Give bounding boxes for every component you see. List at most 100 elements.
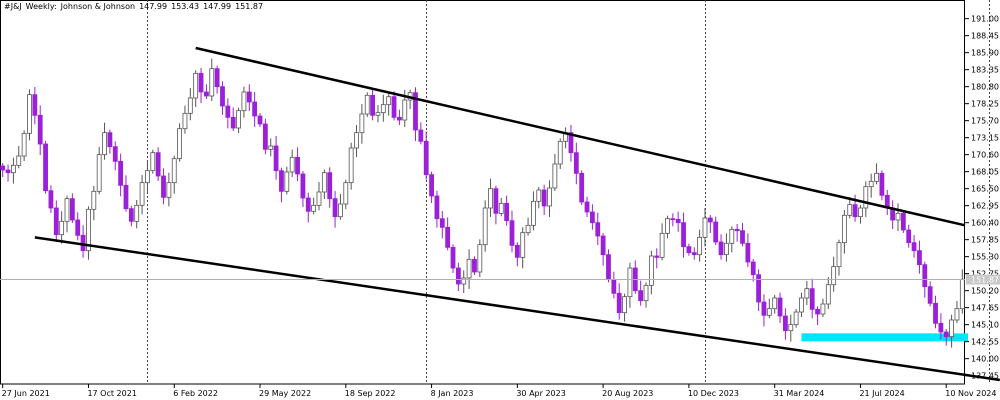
x-tick-label: 10 Dec 2023 — [688, 389, 739, 398]
candle-bear — [0, 165, 6, 171]
candle-bear — [745, 242, 751, 263]
candle-bear — [397, 116, 402, 121]
candle-bull — [547, 187, 552, 207]
x-tick-label: 6 Feb 2022 — [173, 389, 218, 398]
candle-bull — [402, 99, 408, 121]
candle-bear — [573, 152, 579, 174]
candle-bear — [450, 246, 456, 269]
candle-bull — [799, 297, 804, 313]
y-tick-label: 150.20 — [971, 287, 999, 296]
candle-bear — [128, 208, 134, 222]
candle-bull — [21, 132, 27, 157]
candle-bear — [370, 94, 375, 116]
candle-bear — [198, 72, 204, 93]
candle-bear — [686, 246, 692, 254]
candle-bull — [825, 284, 831, 305]
candle-bear — [439, 218, 445, 228]
y-tick-label: 175.70 — [971, 117, 999, 126]
candle-bull — [354, 132, 359, 149]
candle-bear — [455, 267, 461, 285]
candle-bear — [204, 91, 209, 97]
candle-bull — [659, 232, 665, 258]
candle-bull — [193, 72, 199, 99]
candle-bear — [155, 152, 161, 177]
candle-bull — [150, 152, 156, 172]
candle-bull — [466, 258, 472, 279]
candle-bear — [118, 160, 124, 186]
candle-bull — [863, 186, 869, 209]
candle-bull — [177, 128, 182, 160]
candle-bull — [874, 172, 879, 182]
current-price-label-bg — [966, 274, 1000, 285]
candle-bear — [48, 190, 54, 209]
candle-bear — [472, 258, 477, 273]
candle-bear — [423, 140, 429, 176]
candle-bull — [724, 242, 729, 256]
x-tick-label: 29 May 2022 — [259, 389, 311, 398]
ohlc-low: 147.99 — [203, 2, 232, 11]
candle-bear — [123, 184, 129, 210]
y-tick-label: 180.80 — [971, 83, 999, 92]
candle-bull — [477, 244, 483, 273]
candle-bull — [831, 266, 837, 286]
candle-bear — [305, 197, 311, 212]
plot-frame — [0, 0, 965, 385]
candle-bull — [241, 91, 247, 112]
candle-bull — [386, 96, 392, 106]
candle-bull — [59, 220, 65, 236]
candle-bull — [702, 217, 708, 238]
candle-bear — [220, 86, 225, 107]
y-tick-label: 183.35 — [971, 66, 999, 75]
candle-bull — [461, 277, 467, 285]
candle-bull — [27, 94, 32, 134]
x-tick-label: 17 Oct 2021 — [87, 389, 136, 398]
candle-bear — [273, 145, 279, 172]
candle-bear — [43, 143, 48, 192]
candle-bear — [713, 221, 719, 243]
timeframe-label: Weekly: — [25, 2, 57, 11]
candle-bear — [300, 173, 306, 199]
candle-bull — [697, 236, 703, 256]
candle-bull — [665, 218, 670, 234]
x-tick-label: 31 Mar 2024 — [774, 389, 825, 398]
candle-bear — [750, 261, 756, 276]
candle-bear — [504, 202, 510, 222]
candle-bear — [257, 115, 263, 125]
candle-bear — [75, 219, 81, 236]
candle-bull — [482, 207, 488, 246]
candle-bull — [949, 319, 954, 338]
candle-bull — [531, 200, 536, 226]
candle-bull — [648, 255, 654, 286]
candle-bull — [139, 182, 145, 206]
candle-bull — [772, 297, 778, 310]
candle-bear — [493, 188, 499, 214]
y-tick-label: 142.55 — [971, 338, 999, 347]
candle-bull — [236, 110, 241, 129]
x-tick-label: 8 Jan 2023 — [431, 389, 474, 398]
candle-bull — [166, 182, 172, 198]
candle-bull — [488, 188, 493, 209]
y-tick-label: 173.15 — [971, 134, 999, 143]
x-tick-label: 10 Nov 2024 — [945, 389, 996, 398]
candle-bull — [847, 204, 853, 216]
lower-trendline — [34, 236, 1000, 382]
candle-bear — [761, 301, 767, 316]
candle-bull — [729, 228, 735, 244]
candle-bull — [145, 170, 150, 184]
candle-bull — [375, 112, 381, 116]
candle-bull — [520, 232, 526, 258]
candle-bear — [332, 198, 338, 218]
y-tick-label: 160.40 — [971, 219, 999, 228]
candle-bear — [161, 175, 166, 198]
y-tick-label: 162.95 — [971, 202, 999, 211]
candle-bull — [338, 203, 343, 218]
candle-bear — [568, 132, 574, 154]
candle-bear — [391, 96, 397, 118]
candle-bear — [32, 94, 38, 116]
candle-bear — [514, 244, 520, 258]
candle-bull — [348, 147, 354, 184]
candle-bull — [525, 224, 531, 234]
y-tick-label: 191.00 — [971, 15, 999, 24]
